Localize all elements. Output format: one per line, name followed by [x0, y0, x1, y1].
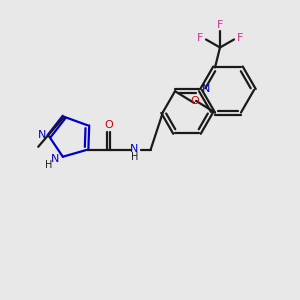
- Text: N: N: [51, 154, 59, 164]
- Text: F: F: [237, 34, 243, 44]
- Text: N: N: [38, 130, 46, 140]
- Text: F: F: [197, 34, 203, 44]
- Text: O: O: [104, 120, 113, 130]
- Text: N: N: [202, 84, 210, 94]
- Text: H: H: [45, 160, 52, 170]
- Text: F: F: [217, 20, 223, 31]
- Text: O: O: [190, 96, 200, 106]
- Text: N: N: [130, 144, 139, 154]
- Text: H: H: [131, 152, 138, 162]
